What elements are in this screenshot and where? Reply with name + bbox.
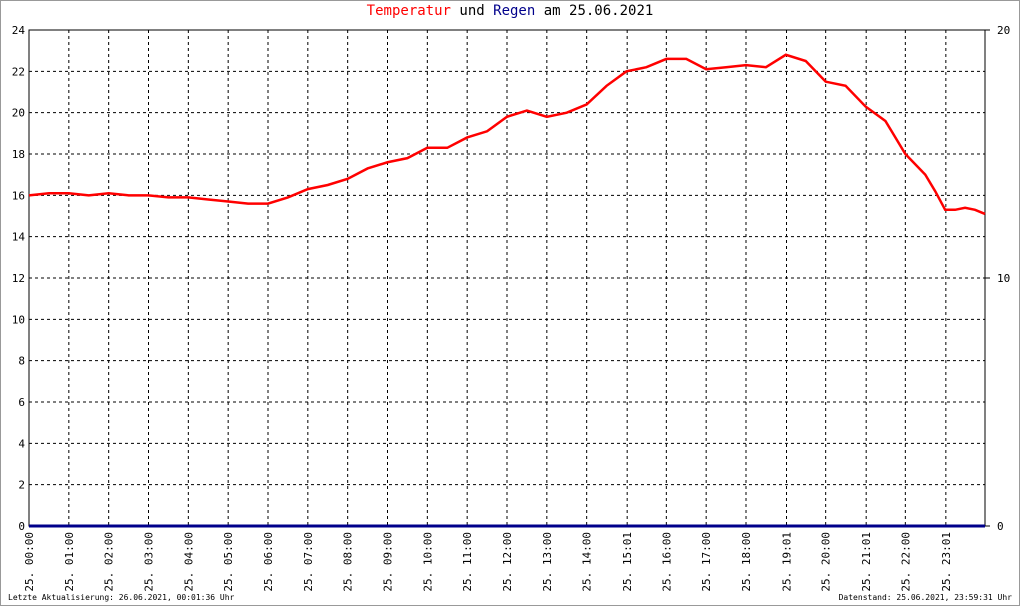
- x-tick-label: 25. 10:00: [421, 532, 434, 592]
- y-tick-label: 6: [18, 396, 25, 409]
- x-tick-label: 25. 17:00: [700, 532, 713, 592]
- x-tick-label: 25. 03:00: [143, 532, 156, 592]
- y-tick-label: 10: [12, 313, 25, 326]
- y-tick-label: 16: [12, 189, 25, 202]
- footer-left: Letzte Aktualisierung: 26.06.2021, 00:01…: [8, 593, 235, 602]
- x-tick-label: 25. 05:00: [222, 532, 235, 592]
- title-series-b: Regen: [493, 3, 535, 19]
- chart-title: Temperatur und Regen am 25.06.2021: [367, 3, 654, 19]
- x-tick-label: 25. 12:00: [501, 532, 514, 592]
- x-tick-label: 25. 15:01: [621, 532, 634, 592]
- x-tick-label: 25. 08:00: [342, 532, 355, 592]
- y-tick-label: 18: [12, 148, 25, 161]
- y-tick-label: 24: [12, 24, 26, 37]
- x-tick-label: 25. 22:00: [899, 532, 912, 592]
- title-part: am 25.06.2021: [544, 3, 654, 19]
- x-tick-label: 25. 16:00: [660, 532, 673, 592]
- x-tick-label: 25. 01:00: [63, 532, 76, 592]
- x-tick-label: 25. 18:00: [740, 532, 753, 592]
- x-tick-label: 25. 06:00: [262, 532, 275, 592]
- y-tick-label: 14: [12, 231, 26, 244]
- x-tick-label: 25. 11:00: [461, 532, 474, 592]
- x-tick-label: 25. 23:01: [940, 532, 953, 592]
- y-tick-label: 4: [18, 437, 25, 450]
- x-tick-label: 25. 19:01: [781, 532, 794, 592]
- x-tick-label: 25. 09:00: [382, 532, 395, 592]
- y-tick-label: 22: [12, 65, 25, 78]
- x-tick-label: 25. 13:00: [541, 532, 554, 592]
- x-tick-label: 25. 02:00: [103, 532, 116, 592]
- y-tick-label: 20: [12, 107, 25, 120]
- title-part: und: [459, 3, 484, 19]
- x-tick-label: 25. 20:00: [820, 532, 833, 592]
- x-tick-label: 25. 21:01: [860, 532, 873, 592]
- x-tick-label: 25. 04:00: [182, 532, 195, 592]
- y2-tick-label: 20: [997, 24, 1010, 37]
- y-tick-label: 0: [18, 520, 25, 533]
- x-tick-label: 25. 14:00: [581, 532, 594, 592]
- x-tick-label: 25. 07:00: [302, 532, 315, 592]
- series-line: [28, 53, 986, 216]
- y-tick-label: 12: [12, 272, 25, 285]
- title-series-a: Temperatur: [367, 3, 451, 19]
- y-tick-label: 2: [18, 479, 25, 492]
- y2-tick-label: 10: [997, 272, 1010, 285]
- y-tick-label: 8: [18, 355, 25, 368]
- y2-tick-label: 0: [997, 520, 1004, 533]
- x-tick-label: 25. 00:00: [23, 532, 36, 592]
- footer-right: Datenstand: 25.06.2021, 23:59:31 Uhr: [839, 593, 1013, 602]
